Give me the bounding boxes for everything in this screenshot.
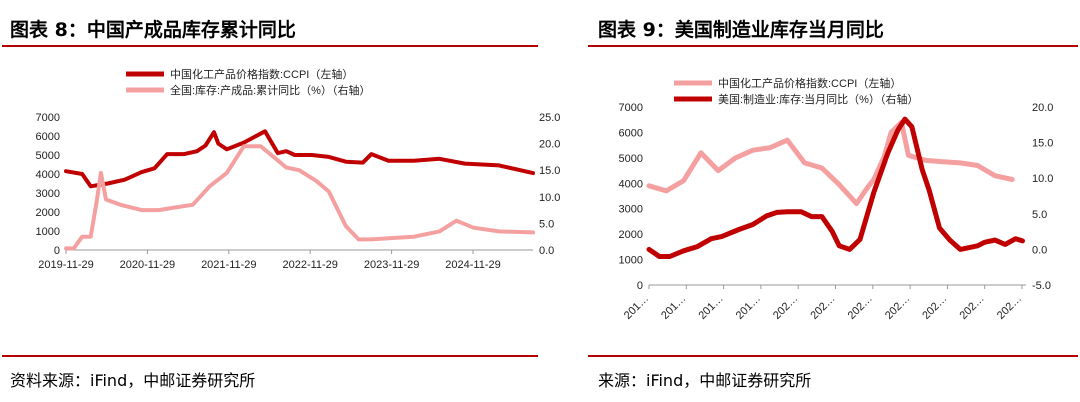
left-line-chart: 0 1000 2000 3000 4000 5000 6000 7000 0.0 5.0 10.0 1…	[36, 67, 561, 271]
y-left-tick-label: 0	[637, 280, 643, 292]
legend-label: 中国化工产品价格指数:CCPI（左轴）	[170, 67, 353, 81]
x-tick-label: 2021-11-29	[201, 259, 256, 271]
title-underline	[2, 45, 538, 47]
y-right-tick-label: 5.0	[1032, 209, 1047, 221]
y-right-tick-label: 0.0	[1032, 244, 1047, 256]
y-right-tick-label: 25.0	[539, 112, 560, 124]
y-left-tick-label: 4000	[619, 178, 643, 190]
chart-title: 图表 8：中国产成品库存累计同比	[10, 19, 296, 41]
x-tick-label: 202…	[771, 293, 800, 322]
legend-label: 全国:库存:产成品:累计同比（%）（右轴）	[170, 83, 370, 97]
x-tick-label: 2024-11-29	[445, 259, 500, 271]
y-left-tick-label: 5000	[619, 153, 643, 165]
x-tick-label: 2023-11-29	[364, 259, 419, 271]
x-tick-label: 2019-11-29	[38, 259, 93, 271]
y-left-tick-label: 6000	[36, 131, 60, 143]
y-left-tick-label: 0	[54, 245, 60, 257]
y-right-tick-label: 5.0	[539, 218, 554, 230]
x-tick-label: 202…	[883, 293, 912, 322]
chart-title: 图表 9：美国制造业库存当月同比	[598, 19, 884, 41]
y-right-tick-label: 20.0	[539, 139, 560, 151]
x-tick-label: 201…	[734, 293, 763, 322]
source-divider	[2, 355, 538, 357]
y-right-tick-label: -5.0	[1032, 280, 1051, 292]
y-right-tick-label: 0.0	[539, 245, 554, 257]
y-left-tick-label: 1000	[619, 255, 643, 267]
x-tick-label: 202…	[958, 293, 987, 322]
y-left-tick-label: 5000	[36, 150, 60, 162]
y-right-tick-label: 10.0	[539, 192, 560, 204]
series-line-right-axis	[64, 144, 535, 251]
x-tick-label: 201…	[622, 293, 651, 322]
series-line-left-axis	[646, 119, 1015, 207]
source-note: 资料来源：iFind，中邮证券研究所	[10, 371, 256, 390]
legend-label: 美国:制造业:库存:当月同比（%）（右轴）	[718, 92, 918, 106]
x-tick-label: 202…	[995, 293, 1024, 322]
legend-label: 中国化工产品价格指数:CCPI（左轴）	[718, 76, 901, 90]
y-right-tick-label: 15.0	[1032, 138, 1053, 150]
x-tick-label: 201…	[659, 293, 688, 322]
y-left-tick-label: 7000	[619, 102, 643, 114]
y-left-tick-label: 6000	[619, 127, 643, 139]
right-line-chart: 0 1000 2000 3000 4000 5000 6000 7000 -5.0 0.0 5.0 1…	[619, 76, 1054, 322]
y-left-tick-label: 3000	[36, 188, 60, 200]
y-left-tick-label: 1000	[36, 226, 60, 238]
left-chart-panel: 图表 8：中国产成品库存累计同比 0 1000 2000 3000 4000 5000 60…	[2, 19, 561, 390]
y-right-tick-label: 10.0	[1032, 173, 1053, 185]
y-right-tick-label: 20.0	[1032, 102, 1053, 114]
y-left-tick-label: 4000	[36, 169, 60, 181]
source-divider	[588, 355, 1078, 357]
x-tick-label: 201…	[696, 293, 725, 322]
y-left-tick-label: 3000	[619, 204, 643, 216]
x-tick-label: 202…	[920, 293, 949, 322]
series-line-left-axis	[64, 129, 535, 189]
x-tick-label: 202…	[846, 293, 875, 322]
title-underline	[588, 45, 1078, 47]
y-left-tick-label: 7000	[36, 112, 60, 124]
x-tick-label: 202…	[808, 293, 837, 322]
right-chart-panel: 图表 9：美国制造业库存当月同比 0 1000 2000 3000 4000 5000 60…	[588, 0, 1080, 402]
x-tick-label: 2022-11-29	[282, 259, 337, 271]
x-tick-label: 2020-11-29	[120, 259, 175, 271]
source-note: 来源：iFind，中邮证券研究所	[598, 371, 812, 390]
series-line-right-axis	[646, 116, 1025, 259]
y-left-tick-label: 2000	[36, 207, 60, 219]
y-left-tick-label: 2000	[619, 229, 643, 241]
y-right-tick-label: 15.0	[539, 165, 560, 177]
